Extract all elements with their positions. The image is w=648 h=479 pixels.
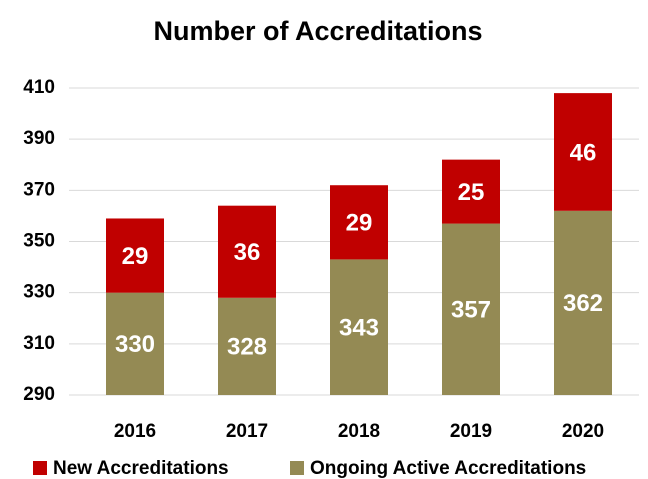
y-tick-label: 390 xyxy=(23,128,55,149)
bar-segment xyxy=(106,292,164,395)
bar-segment xyxy=(554,210,612,395)
x-tick-label: 2019 xyxy=(450,421,492,442)
x-tick-label: 2018 xyxy=(338,421,380,442)
data-label: 357 xyxy=(451,297,491,324)
data-label: 362 xyxy=(563,290,603,317)
bar-segment xyxy=(442,223,500,395)
data-label: 46 xyxy=(570,139,597,166)
data-label: 29 xyxy=(346,210,373,237)
bar-segment xyxy=(106,218,164,293)
bar-segment xyxy=(554,93,612,211)
y-tick-label: 410 xyxy=(23,77,55,98)
legend-label: Ongoing Active Accreditations xyxy=(310,458,586,479)
x-tick-label: 2016 xyxy=(114,421,156,442)
data-label: 343 xyxy=(339,315,379,342)
legend-swatch xyxy=(290,461,304,475)
data-label: 330 xyxy=(115,331,155,358)
legend-swatch xyxy=(33,461,47,475)
bar-segment xyxy=(218,205,276,298)
y-tick-label: 350 xyxy=(23,231,55,252)
y-tick-label: 290 xyxy=(23,384,55,405)
data-label: 29 xyxy=(122,243,149,270)
y-tick-label: 370 xyxy=(23,179,55,200)
x-tick-label: 2020 xyxy=(562,421,604,442)
bar-segment xyxy=(442,159,500,224)
bar-segment xyxy=(218,297,276,395)
y-tick-label: 330 xyxy=(23,282,55,303)
chart-title: Number of Accreditations xyxy=(153,16,482,46)
legend-label: New Accreditations xyxy=(53,458,229,479)
data-label: 36 xyxy=(234,239,261,266)
x-tick-label: 2017 xyxy=(226,421,268,442)
data-label: 328 xyxy=(227,334,267,361)
bar-segment xyxy=(330,259,388,395)
bar-segment xyxy=(330,185,388,260)
y-tick-label: 310 xyxy=(23,333,55,354)
data-label: 25 xyxy=(458,179,485,206)
